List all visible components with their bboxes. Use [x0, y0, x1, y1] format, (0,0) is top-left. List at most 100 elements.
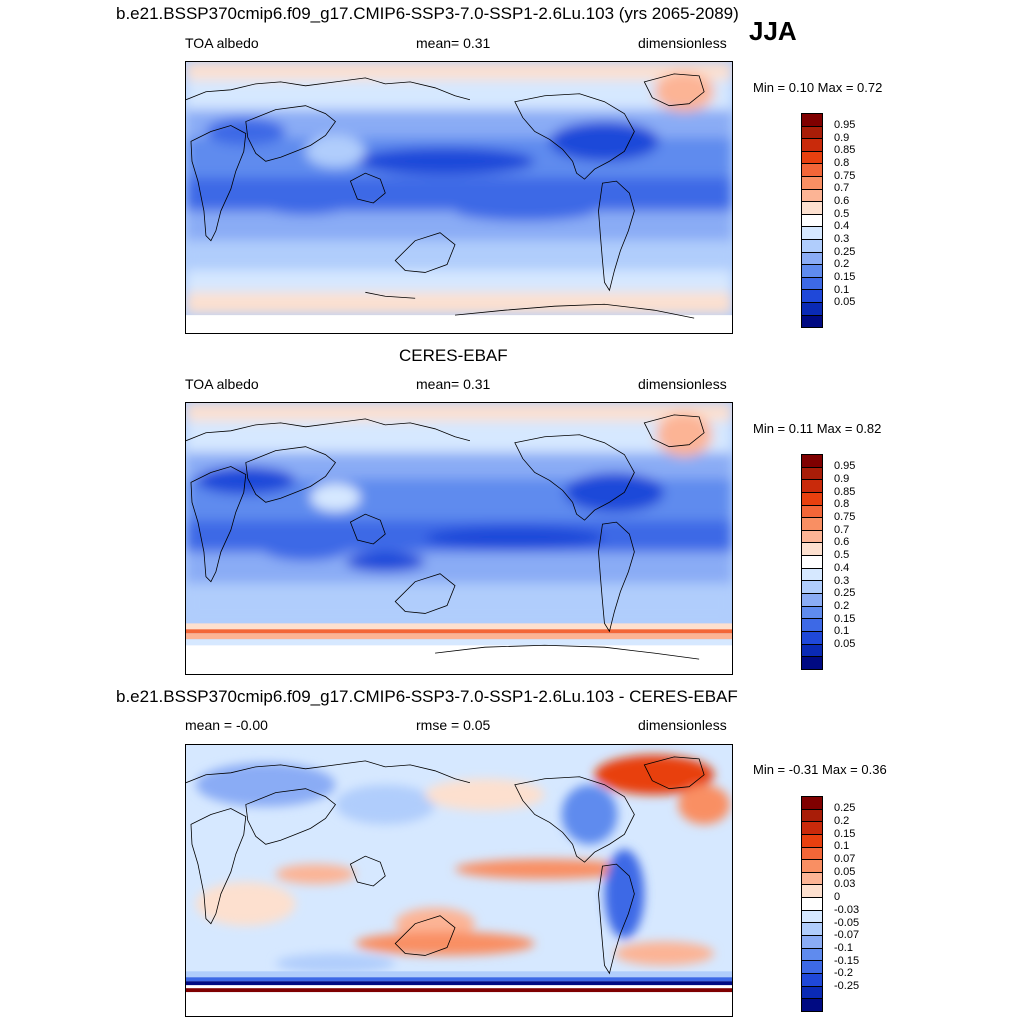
- colorbar-tick-label: 0.07: [834, 853, 856, 866]
- colorbar-swatch: [802, 809, 822, 823]
- colorbar-swatch: [802, 847, 822, 861]
- colorbar-tick-label: 0.75: [834, 169, 856, 182]
- colorbar-swatch: [802, 505, 822, 519]
- panel-2-map-svg: [186, 403, 732, 674]
- panel-2-colorbar: [801, 454, 823, 670]
- colorbar-swatch: [802, 277, 822, 291]
- colorbar-tick-label: 0.95: [834, 460, 856, 473]
- panel-3-colorbar: [801, 796, 823, 1012]
- colorbar-tick-label: 0.03: [834, 878, 856, 891]
- colorbar-swatch: [802, 302, 822, 316]
- colorbar-tick-label: 0.9: [834, 472, 850, 485]
- panel-1-title: b.e21.BSSP370cmip6.f09_g17.CMIP6-SSP3-7.…: [116, 4, 739, 23]
- colorbar-swatch: [802, 543, 822, 557]
- colorbar-swatch: [802, 872, 822, 886]
- colorbar-tick-label: 0.15: [834, 612, 856, 625]
- panel-1-units-label: dimensionless: [638, 35, 727, 51]
- colorbar-tick-label: 0.95: [834, 119, 856, 132]
- colorbar-swatch: [802, 518, 822, 531]
- panel-1-map: [185, 61, 733, 334]
- colorbar-swatch: [802, 189, 822, 203]
- colorbar-tick-label: 0.2: [834, 599, 850, 612]
- panel-2-units-label: dimensionless: [638, 376, 727, 392]
- colorbar-tick-label: 0.1: [834, 625, 850, 638]
- colorbar-tick-label: 0.4: [834, 220, 850, 233]
- colorbar-swatch: [802, 594, 822, 607]
- colorbar-tick-label: 0.15: [834, 270, 856, 283]
- colorbar-tick-label: -0.03: [834, 903, 860, 916]
- colorbar-swatch: [802, 961, 822, 974]
- colorbar-tick-label: 0.8: [834, 157, 850, 170]
- colorbar-tick-label: 0.05: [834, 638, 856, 651]
- colorbar-swatch: [802, 139, 822, 152]
- colorbar-swatch: [802, 657, 822, 669]
- colorbar-swatch: [802, 126, 822, 140]
- colorbar-tick-label: 0.15: [834, 827, 856, 840]
- colorbar-tick-label: -0.07: [834, 929, 860, 942]
- colorbar-swatch: [802, 631, 822, 645]
- colorbar-swatch: [802, 644, 822, 658]
- colorbar-tick-label: 0.85: [834, 485, 856, 498]
- panel-3-mean-label: mean = -0.00: [185, 717, 268, 733]
- colorbar-tick-label: 0.3: [834, 232, 850, 245]
- colorbar-swatch: [802, 290, 822, 303]
- colorbar-swatch: [802, 492, 822, 506]
- colorbar-swatch: [802, 176, 822, 190]
- panel-1-mean-label: mean= 0.31: [416, 35, 491, 51]
- colorbar-tick-label: 0.05: [834, 865, 856, 878]
- colorbar-swatch: [802, 606, 822, 620]
- colorbar-tick-label: 0.7: [834, 182, 850, 195]
- colorbar-swatch: [802, 315, 822, 328]
- colorbar-tick-label: 0.5: [834, 207, 850, 220]
- colorbar-tick-label: 0: [834, 891, 841, 904]
- colorbar-tick-label: 0.9: [834, 131, 850, 144]
- colorbar-swatch: [802, 114, 822, 127]
- colorbar-tick-label: 0.6: [834, 536, 850, 549]
- colorbar-swatch: [802, 822, 822, 835]
- season-label: JJA: [749, 16, 797, 46]
- colorbar-swatch: [802, 797, 822, 810]
- colorbar-swatch: [802, 619, 822, 632]
- colorbar-swatch: [802, 923, 822, 937]
- panel-1-coastlines: [186, 73, 705, 319]
- panel-3-title: b.e21.BSSP370cmip6.f09_g17.CMIP6-SSP3-7.…: [116, 687, 738, 706]
- panel-3-coastlines: [186, 756, 705, 975]
- panel-1-map-svg: [186, 62, 732, 333]
- colorbar-swatch: [802, 467, 822, 481]
- colorbar-tick-label: 0.25: [834, 245, 856, 258]
- colorbar-swatch: [802, 455, 822, 468]
- panel-3-minmax: Min = -0.31 Max = 0.36: [753, 762, 887, 777]
- panel-3-map-svg: [186, 745, 732, 1016]
- colorbar-tick-label: 0.2: [834, 814, 850, 827]
- colorbar-swatch: [802, 581, 822, 595]
- colorbar-swatch: [802, 936, 822, 949]
- panel-2-variable-label: TOA albedo: [185, 376, 259, 392]
- colorbar-swatch: [802, 860, 822, 873]
- colorbar-swatch: [802, 885, 822, 899]
- colorbar-tick-label: 0.5: [834, 549, 850, 562]
- colorbar-tick-label: -0.2: [834, 967, 853, 980]
- colorbar-tick-label: 0.85: [834, 144, 856, 157]
- colorbar-swatch: [802, 214, 822, 228]
- colorbar-swatch: [802, 164, 822, 177]
- panel-2-mean-label: mean= 0.31: [416, 376, 491, 392]
- colorbar-swatch: [802, 948, 822, 962]
- colorbar-swatch: [802, 973, 822, 987]
- colorbar-swatch: [802, 568, 822, 582]
- colorbar-swatch: [802, 999, 822, 1011]
- colorbar-swatch: [802, 202, 822, 215]
- colorbar-swatch: [802, 151, 822, 165]
- colorbar-tick-label: 0.3: [834, 574, 850, 587]
- panel-1-colorbar: [801, 113, 823, 328]
- colorbar-tick-label: 0.8: [834, 498, 850, 511]
- colorbar-tick-label: -0.25: [834, 980, 860, 993]
- colorbar-tick-label: 0.2: [834, 258, 850, 271]
- colorbar-swatch: [802, 898, 822, 911]
- colorbar-swatch: [802, 910, 822, 924]
- panel-3-map: [185, 744, 733, 1017]
- colorbar-swatch: [802, 556, 822, 569]
- colorbar-tick-label: -0.1: [834, 941, 853, 954]
- panel-1-variable-label: TOA albedo: [185, 35, 259, 51]
- colorbar-swatch: [802, 480, 822, 493]
- panel-1-minmax: Min = 0.10 Max = 0.72: [753, 80, 883, 95]
